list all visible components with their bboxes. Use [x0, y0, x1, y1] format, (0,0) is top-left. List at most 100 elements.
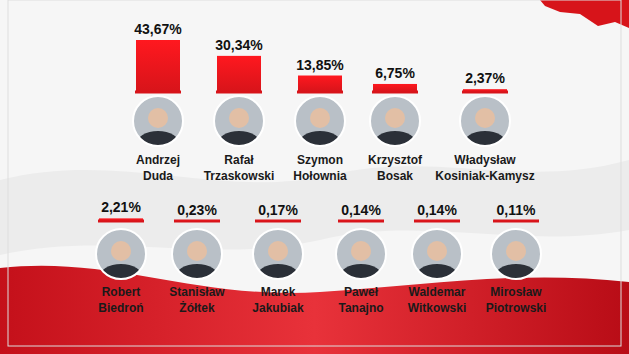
label-underline: [493, 220, 539, 223]
photos: [96, 96, 541, 292]
first-name: Krzysztof: [368, 153, 423, 167]
data-label: 0,14%: [417, 202, 457, 218]
candidate-photo: [133, 96, 183, 159]
photo-head: [148, 108, 168, 128]
photo-ring: [336, 229, 386, 279]
candidate-name: Andrzej Duda: [136, 153, 180, 183]
card-border: [8, 0, 621, 346]
photo-ring: [370, 96, 420, 146]
candidate-photo: [96, 229, 146, 292]
bar: [339, 220, 383, 221]
data-label: 0,14%: [341, 202, 381, 218]
candidate-name: Waldemar Witkowski: [408, 285, 467, 315]
data-label: 2,37%: [465, 70, 505, 86]
photo-head: [475, 108, 495, 128]
last-name: Hołownia: [293, 169, 347, 183]
bar: [175, 220, 219, 221]
label-underline: [338, 220, 384, 223]
candidate-photo: [214, 96, 264, 159]
photo-head: [310, 108, 330, 128]
bar: [256, 220, 300, 221]
bar: [298, 76, 342, 92]
bars: [98, 40, 539, 223]
first-name: Robert: [102, 285, 141, 299]
bar: [99, 218, 143, 221]
photo-ring: [253, 229, 303, 279]
candidate-photo: [370, 96, 420, 159]
last-name: Jakubiak: [252, 301, 304, 315]
candidate-photo: [491, 229, 541, 292]
bar: [463, 89, 507, 92]
first-name: Paweł: [344, 285, 379, 299]
first-name: Rafał: [224, 153, 254, 167]
photo-head: [111, 241, 131, 261]
candidate-name: Marek Jakubiak: [252, 285, 304, 315]
photo-head: [268, 241, 288, 261]
photo-ring: [133, 96, 183, 146]
photo-head: [187, 241, 207, 261]
data-label: 6,75%: [375, 65, 415, 81]
candidate-photo: [172, 229, 222, 292]
photo-head: [385, 108, 405, 128]
last-name: Żółtek: [179, 300, 215, 315]
candidate-photo: [295, 96, 345, 159]
labels: 43,67% Andrzej Duda 30,34% RafałTrzaskowski 1…: [98, 21, 546, 315]
photo-head: [229, 108, 249, 128]
first-name: Andrzej: [136, 153, 180, 167]
data-label: 0,11%: [497, 202, 536, 218]
first-name: Waldemar: [409, 285, 466, 299]
photo-head: [351, 241, 371, 261]
candidate-name: Krzysztof Bosak: [368, 153, 423, 183]
candidate-name: Robert Biedroń: [98, 285, 143, 315]
photo-ring: [412, 229, 462, 279]
photo-ring: [460, 96, 510, 146]
first-name: Marek: [261, 285, 296, 299]
data-label: 30,34%: [215, 37, 263, 53]
last-name: Piotrowski: [486, 301, 547, 315]
candidate-name: StanisławŻółtek: [169, 285, 225, 315]
data-label: 13,85%: [296, 57, 344, 73]
candidate-name: Paweł Tanajno: [338, 285, 383, 315]
bar: [217, 56, 261, 92]
bar: [415, 220, 459, 221]
candidate-name: Mirosław Piotrowski: [486, 285, 547, 315]
last-name: Duda: [143, 169, 173, 183]
background: [0, 0, 629, 354]
candidate-name: Szymon Hołownia: [293, 153, 347, 183]
first-name: Stanisław: [169, 285, 225, 299]
data-label: 2,21%: [101, 199, 141, 215]
bar: [373, 84, 417, 92]
photo-head: [427, 241, 447, 261]
chart: 43,67% Andrzej Duda 30,34% RafałTrzaskowski 1…: [0, 0, 629, 354]
background-fill: [0, 0, 629, 354]
data-label: 0,17%: [258, 202, 298, 218]
label-underline: [174, 220, 220, 223]
flag-red: [0, 266, 629, 354]
bar: [494, 220, 538, 221]
last-name: Tanajno: [338, 301, 383, 315]
candidate-photo: [412, 229, 462, 292]
first-name: Władysław: [454, 153, 516, 167]
photo-ring: [491, 229, 541, 279]
map-shape: [540, 0, 629, 28]
candidate-photo: [253, 229, 303, 292]
photo-head: [506, 241, 526, 261]
first-name: Mirosław: [490, 285, 542, 299]
photo-ring: [214, 96, 264, 146]
data-label: 43,67%: [134, 21, 182, 37]
bar: [136, 40, 180, 92]
first-name: Szymon: [297, 153, 343, 167]
label-underline: [414, 220, 460, 223]
label-underline: [255, 220, 301, 223]
candidate-photo: [460, 96, 510, 159]
photo-ring: [172, 229, 222, 279]
last-name: Bosak: [377, 169, 413, 183]
candidate-photo: [336, 229, 386, 292]
photo-ring: [295, 96, 345, 146]
last-name: Witkowski: [408, 301, 467, 315]
candidate-name: RafałTrzaskowski: [204, 153, 275, 183]
last-name: Biedroń: [98, 301, 143, 315]
photo-ring: [96, 229, 146, 279]
data-label: 0,23%: [177, 202, 217, 218]
last-name: Kosiniak-Kamysz: [435, 169, 534, 183]
